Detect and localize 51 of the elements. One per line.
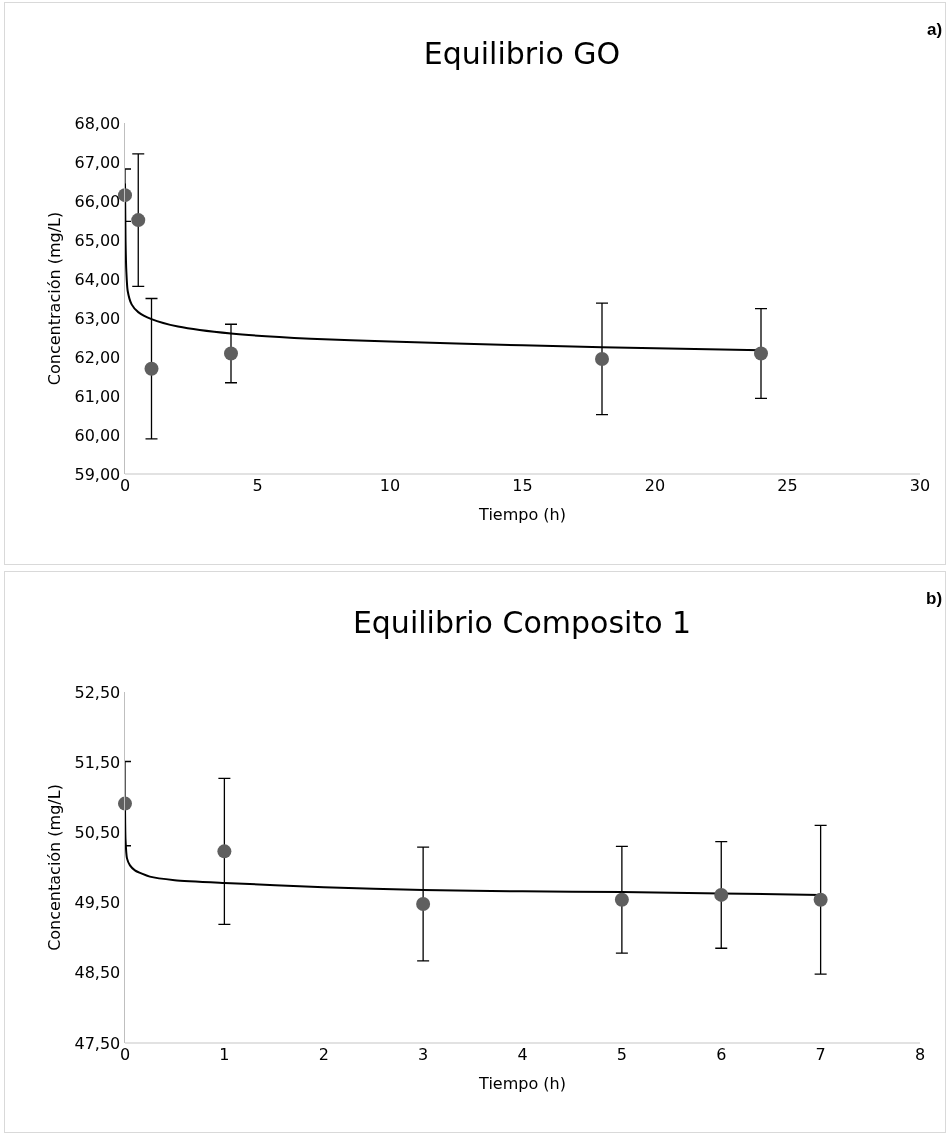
y-axis-title: Concentración (mg/L) (44, 211, 64, 386)
x-tick-label: 6 (716, 1044, 727, 1064)
x-tick-label: 0 (119, 476, 131, 495)
x-tick-label: 1 (219, 1044, 230, 1064)
x-tick-label: 3 (418, 1044, 429, 1064)
x-tick-label: 5 (616, 1044, 627, 1064)
point (416, 896, 431, 911)
point (714, 887, 729, 902)
y-tick-label: 49,50 (74, 892, 121, 912)
x-tick-label: 25 (777, 476, 798, 495)
y-tick-label: 59,00 (74, 464, 121, 484)
y-tick-label: 52,50 (74, 682, 121, 702)
text: b) (926, 588, 943, 608)
y-tick-label: 66,00 (74, 191, 121, 211)
y-tick-label: 68,00 (74, 113, 121, 133)
x-tick-label: 10 (379, 476, 401, 495)
y-tick-label: 64,00 (74, 269, 121, 289)
y-tick-label: 63,00 (74, 308, 121, 328)
chart-title: Equilibrio Composito 1 (352, 604, 692, 640)
x-axis-title: Tiempo (h) (478, 1073, 566, 1093)
y-tick-label: 48,50 (74, 962, 121, 982)
x-tick-label: 4 (517, 1044, 528, 1064)
x-tick-label: 8 (914, 1044, 926, 1064)
x-tick-label: 20 (644, 476, 666, 495)
y-tick-label: 47,50 (74, 1033, 121, 1053)
text: a) (927, 20, 943, 39)
point (131, 213, 146, 228)
y-tick-label: 51,50 (74, 752, 121, 772)
point (754, 346, 768, 361)
y-tick-label: 61,00 (74, 386, 121, 406)
x-tick-label: 15 (512, 476, 533, 495)
point (614, 892, 629, 907)
y-tick-label: 62,00 (74, 347, 121, 367)
x-tick-label: 7 (815, 1044, 826, 1064)
chart-title: Equilibrio GO (423, 36, 621, 71)
point (144, 361, 159, 376)
x-axis-title: Tiempo (h) (478, 504, 566, 524)
point (813, 892, 828, 907)
x-tick-label: 2 (318, 1044, 329, 1064)
point (595, 351, 609, 366)
x-tick-label: 5 (252, 476, 263, 495)
y-axis-title: Concentación (mg/L) (44, 783, 64, 951)
x-tick-label: 0 (119, 1044, 131, 1064)
y-tick-label: 50,50 (74, 822, 121, 842)
point (224, 346, 238, 361)
point (118, 796, 132, 811)
point (217, 843, 232, 858)
y-tick-label: 60,00 (74, 425, 121, 445)
y-tick-label: 67,00 (74, 152, 121, 172)
y-tick-label: 65,00 (74, 230, 121, 250)
x-tick-label: 30 (909, 476, 931, 495)
